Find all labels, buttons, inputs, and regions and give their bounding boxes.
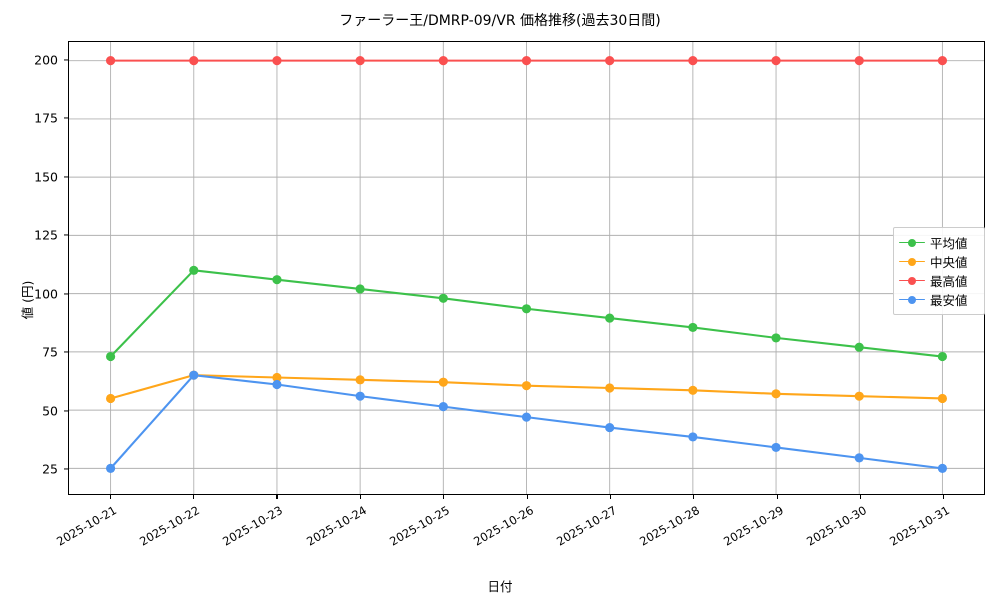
legend-label: 中央値 <box>930 255 968 270</box>
data-point-marker <box>106 351 116 362</box>
legend-swatch-icon <box>899 256 925 268</box>
data-point-marker <box>937 56 947 66</box>
x-tick-label: 2025-10-22 <box>137 503 203 549</box>
data-point-marker <box>438 377 448 387</box>
gridlines <box>69 42 984 494</box>
x-tick-mark <box>443 495 445 499</box>
legend-label: 最安値 <box>930 293 968 308</box>
data-point-marker <box>605 56 615 66</box>
legend-dot-icon <box>908 295 916 304</box>
legend-item[interactable]: 平均値 <box>899 233 978 252</box>
data-point-marker <box>854 391 864 401</box>
legend-swatch-icon <box>899 237 925 249</box>
x-tick-label: 2025-10-27 <box>553 503 619 549</box>
data-point-marker <box>106 463 116 473</box>
y-tick-label: 25 <box>42 461 58 477</box>
legend-swatch-icon <box>899 275 925 287</box>
data-point-marker <box>355 56 365 66</box>
x-axis-label: 日付 <box>487 579 513 594</box>
legend-dot-icon <box>908 238 916 247</box>
x-tick-label: 2025-10-29 <box>720 503 786 549</box>
x-tick-label: 2025-10-24 <box>303 503 369 549</box>
data-point-marker <box>605 383 615 393</box>
x-tick-label: 2025-10-23 <box>220 503 286 549</box>
x-tick-label: 2025-10-21 <box>53 503 119 549</box>
data-point-marker <box>106 393 116 404</box>
data-point-marker <box>688 432 698 442</box>
legend-item[interactable]: 最安値 <box>899 290 978 309</box>
data-point-marker <box>688 385 698 395</box>
legend-dot-icon <box>908 276 916 285</box>
data-point-marker <box>272 379 282 390</box>
data-point-marker <box>854 453 864 463</box>
legend-item[interactable]: 最高値 <box>899 271 978 290</box>
data-point-marker <box>272 372 282 383</box>
data-point-marker <box>521 56 532 66</box>
x-tick-label: 2025-10-26 <box>470 503 536 549</box>
data-point-marker <box>272 275 282 285</box>
x-tick-mark <box>193 495 195 499</box>
data-point-marker <box>937 351 947 362</box>
data-point-markers <box>106 56 947 473</box>
data-point-marker <box>605 423 615 433</box>
x-tick-mark <box>609 495 611 499</box>
data-point-marker <box>438 293 448 303</box>
x-tick-mark <box>776 495 778 499</box>
data-point-marker <box>521 304 532 314</box>
legend-dot-icon <box>908 257 916 266</box>
legend-label: 平均値 <box>930 236 968 251</box>
chart-title: ファーラー王/DMRP-09/VR 価格推移(過去30日間) <box>339 13 661 29</box>
x-tick-mark <box>859 495 862 499</box>
data-point-marker <box>355 375 365 385</box>
data-point-marker <box>106 56 116 66</box>
data-point-marker <box>355 284 365 294</box>
data-point-marker <box>771 389 781 399</box>
y-tick-label: 200 <box>34 52 58 68</box>
data-point-marker <box>438 402 448 412</box>
y-tick-label: 125 <box>34 227 58 243</box>
data-point-marker <box>688 322 698 332</box>
data-point-marker <box>771 442 781 452</box>
x-tick-label: 2025-10-25 <box>387 503 453 549</box>
data-point-marker <box>521 412 532 422</box>
plot-area <box>68 41 985 495</box>
x-tick-mark <box>359 495 361 499</box>
data-point-marker <box>189 56 199 66</box>
x-tick-mark <box>943 495 945 499</box>
data-point-marker <box>272 56 282 66</box>
data-point-marker <box>937 393 947 404</box>
legend-label: 最高値 <box>930 274 968 289</box>
y-tick-label: 75 <box>42 344 58 360</box>
data-point-marker <box>605 313 615 323</box>
legend-item[interactable]: 中央値 <box>899 252 978 271</box>
x-tick-mark <box>526 495 528 499</box>
data-point-marker <box>189 370 199 380</box>
x-tick-mark <box>109 495 111 499</box>
x-tick-mark <box>693 495 695 499</box>
data-point-marker <box>521 381 532 391</box>
y-tick-label: 50 <box>42 403 58 419</box>
legend-swatch-icon <box>899 294 925 306</box>
data-point-marker <box>937 463 947 473</box>
data-point-marker <box>771 333 781 343</box>
x-tick-label: 2025-10-30 <box>804 503 869 549</box>
data-point-marker <box>771 56 781 66</box>
data-point-marker <box>438 56 448 66</box>
chart-legend: 平均値中央値最高値最安値 <box>893 227 985 315</box>
x-tick-mark <box>276 495 278 499</box>
data-point-marker <box>355 391 365 401</box>
data-point-marker <box>189 265 199 275</box>
y-tick-label: 150 <box>34 169 58 185</box>
y-axis-label: 値 (円) <box>19 280 35 320</box>
x-tick-label: 2025-10-28 <box>637 503 703 549</box>
y-tick-label: 175 <box>34 110 58 126</box>
data-point-marker <box>688 56 698 66</box>
x-tick-label: 2025-10-31 <box>887 503 953 549</box>
data-point-marker <box>854 56 864 66</box>
data-point-marker <box>854 342 864 352</box>
